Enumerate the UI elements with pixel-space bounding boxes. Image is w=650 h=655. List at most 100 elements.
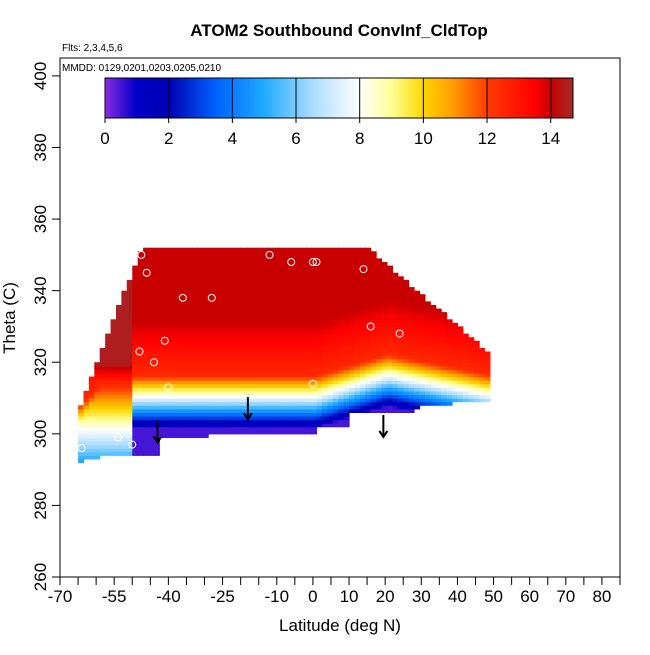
heatmap-cell bbox=[430, 305, 437, 310]
heatmap-cell bbox=[300, 247, 307, 252]
heatmap-cell bbox=[159, 308, 166, 313]
heatmap-cell bbox=[191, 326, 198, 331]
heatmap-cell bbox=[229, 412, 236, 417]
heatmap-cell bbox=[457, 351, 464, 356]
heatmap-cell bbox=[175, 412, 182, 417]
heatmap-cell bbox=[370, 287, 377, 292]
heatmap-cell bbox=[197, 276, 204, 281]
heatmap-cell bbox=[153, 312, 160, 317]
heatmap-cell bbox=[181, 279, 187, 285]
heatmap-cell bbox=[278, 387, 285, 392]
heatmap-cell bbox=[403, 369, 410, 374]
heatmap-cell bbox=[132, 398, 139, 403]
heatmap-cell bbox=[256, 290, 263, 295]
heatmap-cell bbox=[159, 373, 166, 378]
heatmap-cell bbox=[186, 419, 193, 424]
heatmap-cell bbox=[278, 269, 285, 274]
heatmap-cell bbox=[327, 297, 334, 302]
heatmap-cell bbox=[441, 390, 448, 396]
heatmap-cell bbox=[473, 355, 480, 360]
x-tick-label: 80 bbox=[592, 587, 611, 606]
heatmap-cell bbox=[278, 247, 285, 252]
heatmap-cell bbox=[170, 401, 177, 406]
heatmap-cell bbox=[435, 326, 442, 331]
heatmap-cell bbox=[116, 340, 122, 345]
heatmap-cell bbox=[240, 330, 247, 335]
heatmap-cell bbox=[338, 254, 345, 260]
heatmap-cell bbox=[343, 258, 350, 263]
heatmap-cell bbox=[278, 258, 285, 263]
heatmap-cell bbox=[424, 376, 431, 381]
heatmap-cell bbox=[381, 315, 388, 320]
heatmap-cell bbox=[121, 430, 128, 435]
heatmap-cell bbox=[202, 415, 209, 421]
heatmap-cell bbox=[202, 430, 209, 435]
heatmap-cell bbox=[435, 319, 442, 324]
heatmap-cell bbox=[343, 398, 350, 403]
heatmap-cell bbox=[376, 401, 383, 406]
heatmap-cell bbox=[126, 387, 133, 392]
heatmap-cell bbox=[224, 305, 231, 310]
heatmap-cell bbox=[267, 380, 274, 385]
heatmap-cell bbox=[332, 376, 339, 381]
heatmap-cell bbox=[224, 276, 231, 281]
heatmap-cell bbox=[338, 247, 345, 252]
heatmap-cell bbox=[208, 305, 215, 310]
heatmap-cell bbox=[419, 319, 426, 324]
heatmap-cell bbox=[468, 362, 475, 367]
heatmap-cell bbox=[159, 297, 166, 302]
heatmap-cell bbox=[278, 355, 285, 360]
heatmap-cell bbox=[354, 408, 361, 413]
heatmap-cell bbox=[316, 254, 323, 260]
heatmap-cell bbox=[354, 373, 361, 378]
heatmap-cell bbox=[262, 272, 269, 277]
heatmap-cell bbox=[191, 383, 198, 388]
heatmap-cell bbox=[376, 405, 383, 410]
heatmap-cell bbox=[316, 373, 323, 378]
heatmap-cell bbox=[116, 365, 122, 370]
heatmap-cell bbox=[284, 319, 290, 324]
heatmap-cell bbox=[397, 297, 404, 302]
heatmap-cell bbox=[240, 265, 247, 270]
heatmap-cell bbox=[462, 373, 469, 378]
heatmap-cell bbox=[414, 373, 421, 378]
heatmap-cell bbox=[186, 430, 193, 435]
heatmap-cell bbox=[208, 308, 215, 313]
heatmap-cell bbox=[300, 426, 307, 431]
heatmap-cell bbox=[213, 269, 220, 274]
heatmap-cell bbox=[278, 279, 285, 285]
heatmap-cell bbox=[300, 287, 307, 292]
heatmap-cell bbox=[229, 401, 236, 406]
heatmap-cell bbox=[213, 390, 220, 396]
heatmap-cell bbox=[278, 340, 285, 345]
heatmap-cell bbox=[332, 294, 339, 299]
heatmap-cell bbox=[126, 448, 133, 453]
heatmap-cell bbox=[191, 390, 198, 396]
heatmap-cell bbox=[213, 254, 220, 260]
heatmap-cell bbox=[300, 405, 307, 410]
heatmap-cell bbox=[267, 258, 274, 263]
heatmap-cell bbox=[153, 251, 160, 256]
heatmap-cell bbox=[381, 290, 388, 295]
heatmap-cell bbox=[354, 287, 361, 292]
heatmap-cell bbox=[446, 358, 453, 363]
heatmap-cell bbox=[99, 398, 106, 403]
heatmap-cell bbox=[267, 344, 274, 349]
heatmap-cell bbox=[294, 365, 301, 370]
heatmap-cell bbox=[457, 373, 464, 378]
heatmap-cell bbox=[186, 279, 193, 285]
heatmap-cell bbox=[289, 279, 296, 285]
heatmap-cell bbox=[126, 380, 133, 385]
heatmap-cell bbox=[143, 269, 150, 274]
heatmap-cell bbox=[219, 269, 225, 274]
heatmap-cell bbox=[262, 405, 269, 410]
heatmap-cell bbox=[191, 412, 198, 417]
heatmap-cell bbox=[457, 394, 464, 399]
heatmap-cell bbox=[446, 340, 453, 345]
heatmap-cell bbox=[240, 380, 247, 385]
heatmap-cell bbox=[197, 358, 204, 363]
heatmap-cell bbox=[294, 272, 301, 277]
heatmap-cell bbox=[354, 283, 361, 288]
heatmap-cell bbox=[197, 262, 204, 267]
heatmap-cell bbox=[414, 369, 421, 374]
